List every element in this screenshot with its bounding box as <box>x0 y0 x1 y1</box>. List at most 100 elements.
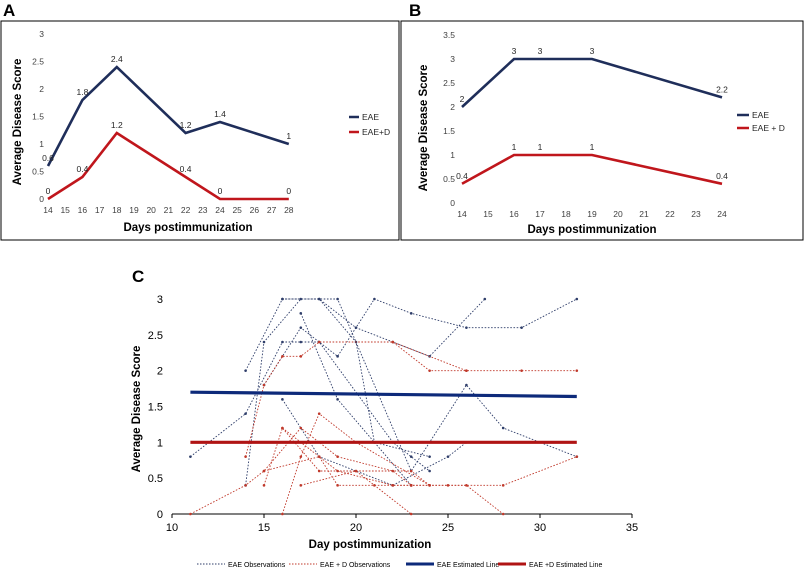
panel-a-ytick-6: 3 <box>39 29 44 39</box>
panel-c-eaed-obs-point-4-2 <box>336 484 339 487</box>
panel-c-ytick-0: 0 <box>157 509 163 521</box>
panel-b-series-1-label-4: 0.4 <box>716 171 728 181</box>
panel-c-eae-obs-point-0-0 <box>189 455 192 458</box>
panel-c-eae-obs-point-2-4 <box>409 312 413 315</box>
panel-c-xtick-4: 30 <box>534 522 546 534</box>
panel-c-ytick-2: 1 <box>157 437 163 449</box>
panel-a-xtick-2: 16 <box>78 205 88 215</box>
panel-c-eae-obs-line-0 <box>190 341 430 472</box>
panel-a-ytick-4: 2 <box>39 84 44 94</box>
panel-b-series-0-label-0: 2 <box>460 94 465 104</box>
legend-a-eae-label: EAE <box>362 112 379 122</box>
panel-a-xtick-8: 22 <box>181 205 191 215</box>
panel-c-estimated-line-0 <box>190 390 577 399</box>
panel-c-eae-obs-point-2-3 <box>373 297 376 301</box>
panel-c-eae-obs-line-4 <box>245 298 577 486</box>
panel-c-eae-obs-line-6 <box>300 313 412 486</box>
panel-c-eaed-obs-point-3-2 <box>317 412 321 415</box>
panel-b-xtick-6: 20 <box>613 209 623 219</box>
panel-c-ytick-1: 0.5 <box>148 473 163 485</box>
legend-c-eaed-est-label: EAE +D Estimated Line <box>529 562 602 569</box>
panel-c-eaed-obs-point-1-4 <box>409 469 413 473</box>
panel-c-eaed-obs-point-6-2 <box>373 484 376 487</box>
panel-b-ytick-2: 1 <box>450 150 455 160</box>
legend-c-eae-est-label: EAE Estimated Line <box>437 562 499 569</box>
panel-c-eaed-obs-point-0-0 <box>244 455 247 458</box>
panel-b-xtick-0: 14 <box>457 209 467 219</box>
panel-a-xtick-0: 14 <box>43 205 53 215</box>
panel-c-eaed-obs-point-1-0 <box>262 484 266 487</box>
panel-a-series-0-line <box>46 65 290 167</box>
panel-b-ytick-0: 0 <box>450 198 455 208</box>
panel-b-xtick-2: 16 <box>509 209 519 219</box>
panel-c-eae-obs-line-3 <box>282 298 486 357</box>
panel-c-ytick-4: 2 <box>157 366 163 378</box>
panel-b-ytick-6: 3 <box>450 54 455 64</box>
panel-c-eaed-obs-point-2-0 <box>189 512 192 516</box>
panel-c-eae-obs-point-0-3 <box>299 340 303 344</box>
panel-a-xtick-9: 23 <box>198 205 208 215</box>
panel-a-xtick-1: 15 <box>60 205 70 215</box>
panel-c-eaed-obs-point-5-7 <box>575 455 579 458</box>
panel-b-ytick-3: 1.5 <box>443 126 455 136</box>
panel-c-eaed-obs-point-7-2 <box>520 369 523 372</box>
panel-a-ytick-3: 1.5 <box>32 112 44 122</box>
panel-a-ytick-0: 0 <box>39 194 44 204</box>
panel-a-xtick-11: 25 <box>232 205 242 215</box>
panel-b-xtick-5: 19 <box>587 209 597 219</box>
panel-c-eae-obs-line-1 <box>245 298 430 458</box>
panel-b-xtick-3: 17 <box>535 209 545 219</box>
panel-c-eaed-obs-point-1-2 <box>317 469 321 473</box>
panel-c-xtick-1: 15 <box>258 522 270 534</box>
panel-c-eaed-obs-point-5-6 <box>501 484 505 487</box>
panel-a-xlabel: Days postimmunization <box>123 222 252 234</box>
panel-c-eae-obs-point-6-1 <box>336 398 339 401</box>
panel-b-ylabel: Average Disease Score <box>418 65 430 192</box>
panel-b-xtick-4: 18 <box>561 209 571 219</box>
panel-c-ytick-5: 2.5 <box>148 330 163 342</box>
panel-a-xtick-13: 27 <box>267 205 277 215</box>
panel-c-eaed-obs-point-7-0 <box>391 340 395 344</box>
panel-c-eaed-obs-point-5-4 <box>409 484 413 487</box>
panel-c-eae-obs-point-2-6 <box>520 326 523 329</box>
panel-c-eae-obs-line-2 <box>263 298 578 386</box>
panel-a-frame <box>0 20 400 241</box>
panel-a-ytick-1: 0.5 <box>32 167 44 177</box>
panel-c-eaed-obs-point-4-4 <box>465 484 468 487</box>
panel-c-ylabel: Average Disease Score <box>131 346 143 473</box>
panel-c-eaed-obs-line-5 <box>282 427 577 486</box>
panel-a-xtick-6: 20 <box>146 205 156 215</box>
panel-b-series-0-label-1: 3 <box>512 46 517 56</box>
panel-c-xtick-5: 35 <box>626 522 638 534</box>
panel-c-eaed-obs-point-7-3 <box>575 369 579 372</box>
panel-c-eaed-obs-line-3 <box>281 412 430 515</box>
panel-a-ytick-5: 2.5 <box>32 57 44 67</box>
panel-a-series-0-label-2: 2.4 <box>111 54 123 64</box>
legend-c-eaed-obs-label: EAE + D Observations <box>320 562 391 569</box>
panel-c-eae-obs-point-3-2 <box>354 326 358 329</box>
panel-b-series-1-label-3: 1 <box>590 142 595 152</box>
panel-c-eaed-obs-point-0-1 <box>262 383 266 387</box>
panel-b-xtick-10: 24 <box>717 209 727 219</box>
panel-c-eaed-obs-point-5-2 <box>336 469 339 473</box>
panel-c-eaed-obs-point-5-3 <box>391 484 395 487</box>
panel-c-xlabel: Day postimmunization <box>309 539 432 551</box>
panel-b-series-0-label-4: 2.2 <box>716 84 728 94</box>
panel-c-eae-obs-point-3-5 <box>483 297 487 301</box>
panel-c-eaed-obs-point-6-1 <box>354 469 358 473</box>
panel-c-xtick-2: 20 <box>350 522 362 534</box>
panel-a-series-1-label-4: 0 <box>218 186 223 196</box>
panel-a-series-0-label-1: 1.8 <box>76 87 88 97</box>
panel-c-eaed-obs-point-2-3 <box>299 426 303 430</box>
panel-c-eaed-obs-point-0-6 <box>428 369 431 372</box>
panel-c-eaed-obs-point-3-1 <box>299 455 303 458</box>
panel-c-eae-obs-point-4-2 <box>299 297 303 301</box>
panel-c-ytick-3: 1.5 <box>148 402 163 414</box>
panel-c-eae-obs-point-0-2 <box>281 340 284 344</box>
panel-c-eaed-obs-point-3-0 <box>281 512 284 516</box>
panel-c-eae-obs-point-1-5 <box>428 455 431 458</box>
panel-c-eae-obs-point-2-7 <box>575 297 579 301</box>
panel-a-xtick-7: 21 <box>164 205 174 215</box>
panel-b-xlabel: Days postimmunization <box>527 224 656 236</box>
legend-c-eae-obs-label: EAE Observations <box>228 562 286 569</box>
